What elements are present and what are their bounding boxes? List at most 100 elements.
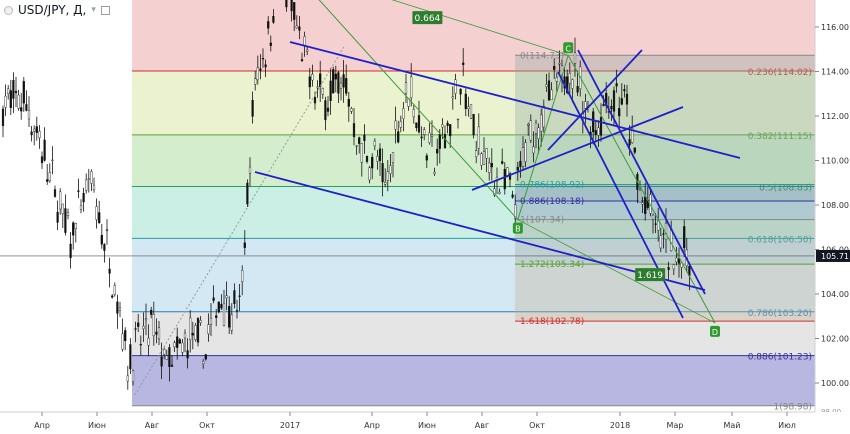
candle-body	[423, 129, 426, 135]
candle-body	[441, 124, 444, 128]
ratio-badge	[635, 268, 666, 282]
candle-body	[7, 88, 10, 94]
candle-body	[568, 73, 571, 84]
candle-body	[178, 339, 181, 344]
square-icon[interactable]	[100, 5, 110, 15]
chart-header: USD/JPY, Д, ▾	[4, 3, 110, 17]
candle-body	[550, 89, 553, 100]
candle-body	[449, 124, 452, 137]
fib-ext-label: 1.618(102.78)	[520, 317, 584, 327]
candle-body	[285, 0, 288, 8]
candle-body	[82, 192, 85, 203]
candle-body	[537, 127, 540, 139]
candle-body	[303, 36, 306, 46]
candle-body	[618, 108, 621, 117]
candle-body	[243, 242, 246, 248]
candle-body	[126, 375, 129, 382]
candle-body	[300, 59, 304, 62]
price-tick-label: 100.00	[821, 379, 849, 388]
trend-line	[289, 41, 741, 159]
candle-body	[412, 109, 415, 118]
time-tick-label: Май	[723, 421, 740, 430]
candle-body	[329, 80, 332, 101]
candle-body	[113, 285, 116, 295]
fib-ext-band	[515, 184, 815, 201]
candle-body	[397, 131, 400, 143]
candle-body	[207, 324, 210, 335]
price-tick-label: 104.00	[821, 290, 849, 299]
candle-body	[373, 140, 376, 147]
fib-band	[132, 134, 815, 187]
time-tick-label: Июн	[88, 421, 106, 430]
candle-body	[360, 143, 363, 163]
candle-body	[163, 349, 166, 355]
candle-body	[417, 115, 421, 133]
candle-body	[139, 344, 142, 346]
candle-body	[290, 0, 293, 12]
chevron-down-icon[interactable]: ▾	[91, 5, 96, 15]
candle-body	[555, 77, 558, 82]
symbol-title[interactable]: USD/JPY, Д,	[18, 3, 87, 17]
price-tick-label: 112.00	[821, 112, 849, 121]
fib-ext-label: 0(114.73)	[520, 51, 564, 61]
candle-body	[391, 152, 395, 163]
trend-line	[471, 106, 684, 191]
candle-body	[77, 190, 80, 192]
last-price-tag	[816, 249, 850, 262]
candle-body	[87, 178, 90, 180]
candle-body	[381, 163, 384, 183]
candle-body	[467, 106, 470, 110]
candle-body	[176, 336, 179, 348]
pattern-point-C[interactable]: C	[563, 42, 574, 54]
candle-body	[103, 244, 106, 251]
price-tick-label: 114.00	[821, 68, 849, 77]
candle-body	[464, 93, 467, 109]
candle-body	[92, 184, 96, 190]
candle-body	[355, 145, 358, 147]
candle-body	[345, 78, 348, 94]
candle-body	[129, 344, 132, 370]
candle-body	[256, 67, 259, 81]
trend-line	[547, 49, 643, 151]
candle-body	[316, 86, 319, 89]
fib-level-label: 0.236(114.02)	[748, 68, 812, 78]
candle-body	[228, 306, 231, 328]
candle-body	[4, 95, 7, 108]
candle-body	[433, 171, 436, 174]
svg-text:B: B	[515, 225, 521, 234]
candle-body	[298, 26, 301, 31]
candle-body	[155, 331, 158, 335]
candle-body	[319, 73, 322, 87]
candle-body	[183, 332, 187, 339]
candle-body	[662, 233, 665, 235]
candle-body	[657, 220, 660, 231]
fib-level-label: 0.786(103.20)	[748, 309, 812, 319]
candle-body	[235, 310, 239, 312]
candle-body	[40, 156, 44, 164]
candle-body	[501, 161, 504, 164]
time-axis-bg	[0, 412, 850, 434]
candle-body	[425, 155, 428, 161]
pattern-point-D[interactable]: D	[710, 325, 720, 337]
candle-body	[147, 337, 150, 346]
candle-body	[363, 134, 366, 141]
candle-body	[394, 120, 397, 130]
candle-body	[633, 147, 636, 153]
candle-body	[209, 317, 213, 325]
candle-body	[651, 214, 655, 220]
candle-body	[251, 100, 254, 117]
candle-body	[511, 194, 514, 198]
time-tick-label: 2018	[610, 421, 630, 430]
time-tick-label: Окт	[529, 421, 545, 430]
candle-body	[160, 356, 163, 367]
candle-body	[644, 196, 647, 214]
candle-body	[667, 267, 670, 270]
candle-body	[118, 307, 122, 311]
candle-body	[399, 121, 402, 128]
candle-body	[124, 330, 127, 342]
pattern-point-B[interactable]: B	[512, 222, 523, 234]
time-tick-label: Июл	[778, 421, 796, 430]
candle-body	[459, 88, 462, 95]
candle-body	[220, 304, 223, 309]
